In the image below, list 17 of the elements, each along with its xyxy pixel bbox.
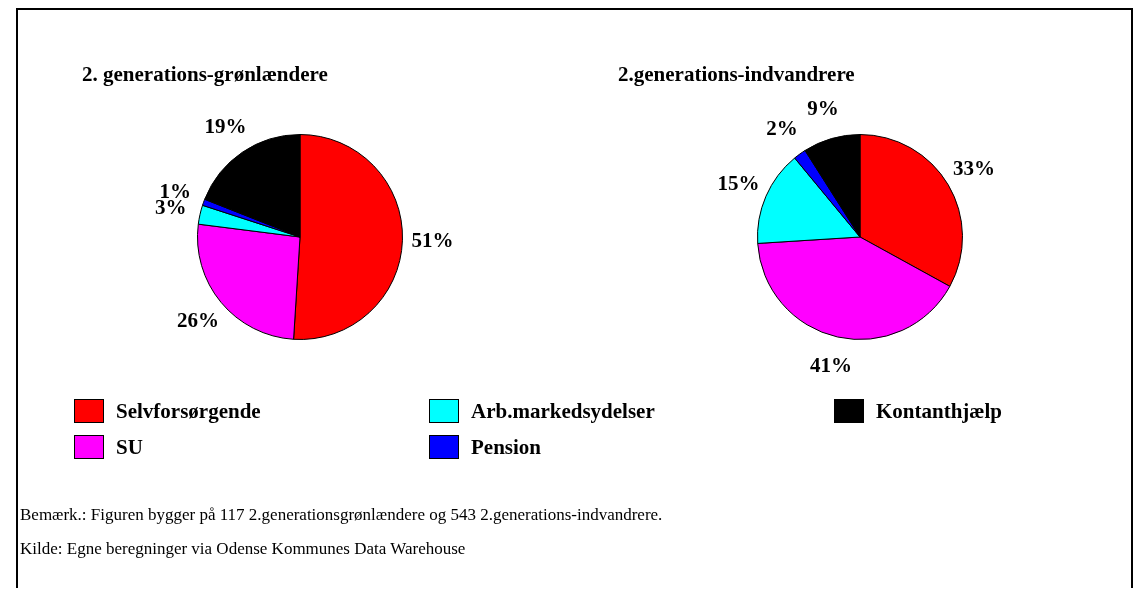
data-label: 2% [766,116,798,141]
chart-title: 2.generations-indvandrere [617,62,856,88]
data-label: 33% [953,155,996,180]
text: Kilde: Egne beregninger via Odense Kommunes Data Warehouse [20,538,467,560]
legend-label: Selvforsørgende [116,398,261,424]
data-label: 26% [176,307,219,332]
text: Bemærk.: Figuren bygger på 117 2.generationsgrønlændere og 543 2.generations-indvandrere. [20,504,663,526]
data-label: 15% [717,170,760,195]
data-label: 9% [807,96,839,121]
data-label: 51% [411,227,454,252]
legend-label: SU [116,434,143,460]
chart-title: 2. generations-grønlændere [81,62,329,88]
data-label: 19% [204,113,247,138]
legend-label: Arb.markedsydelser [471,398,655,424]
legend-label: Kontanthjælp [876,398,1003,424]
legend-label: Pension [471,434,542,460]
data-label: 41% [810,352,853,377]
